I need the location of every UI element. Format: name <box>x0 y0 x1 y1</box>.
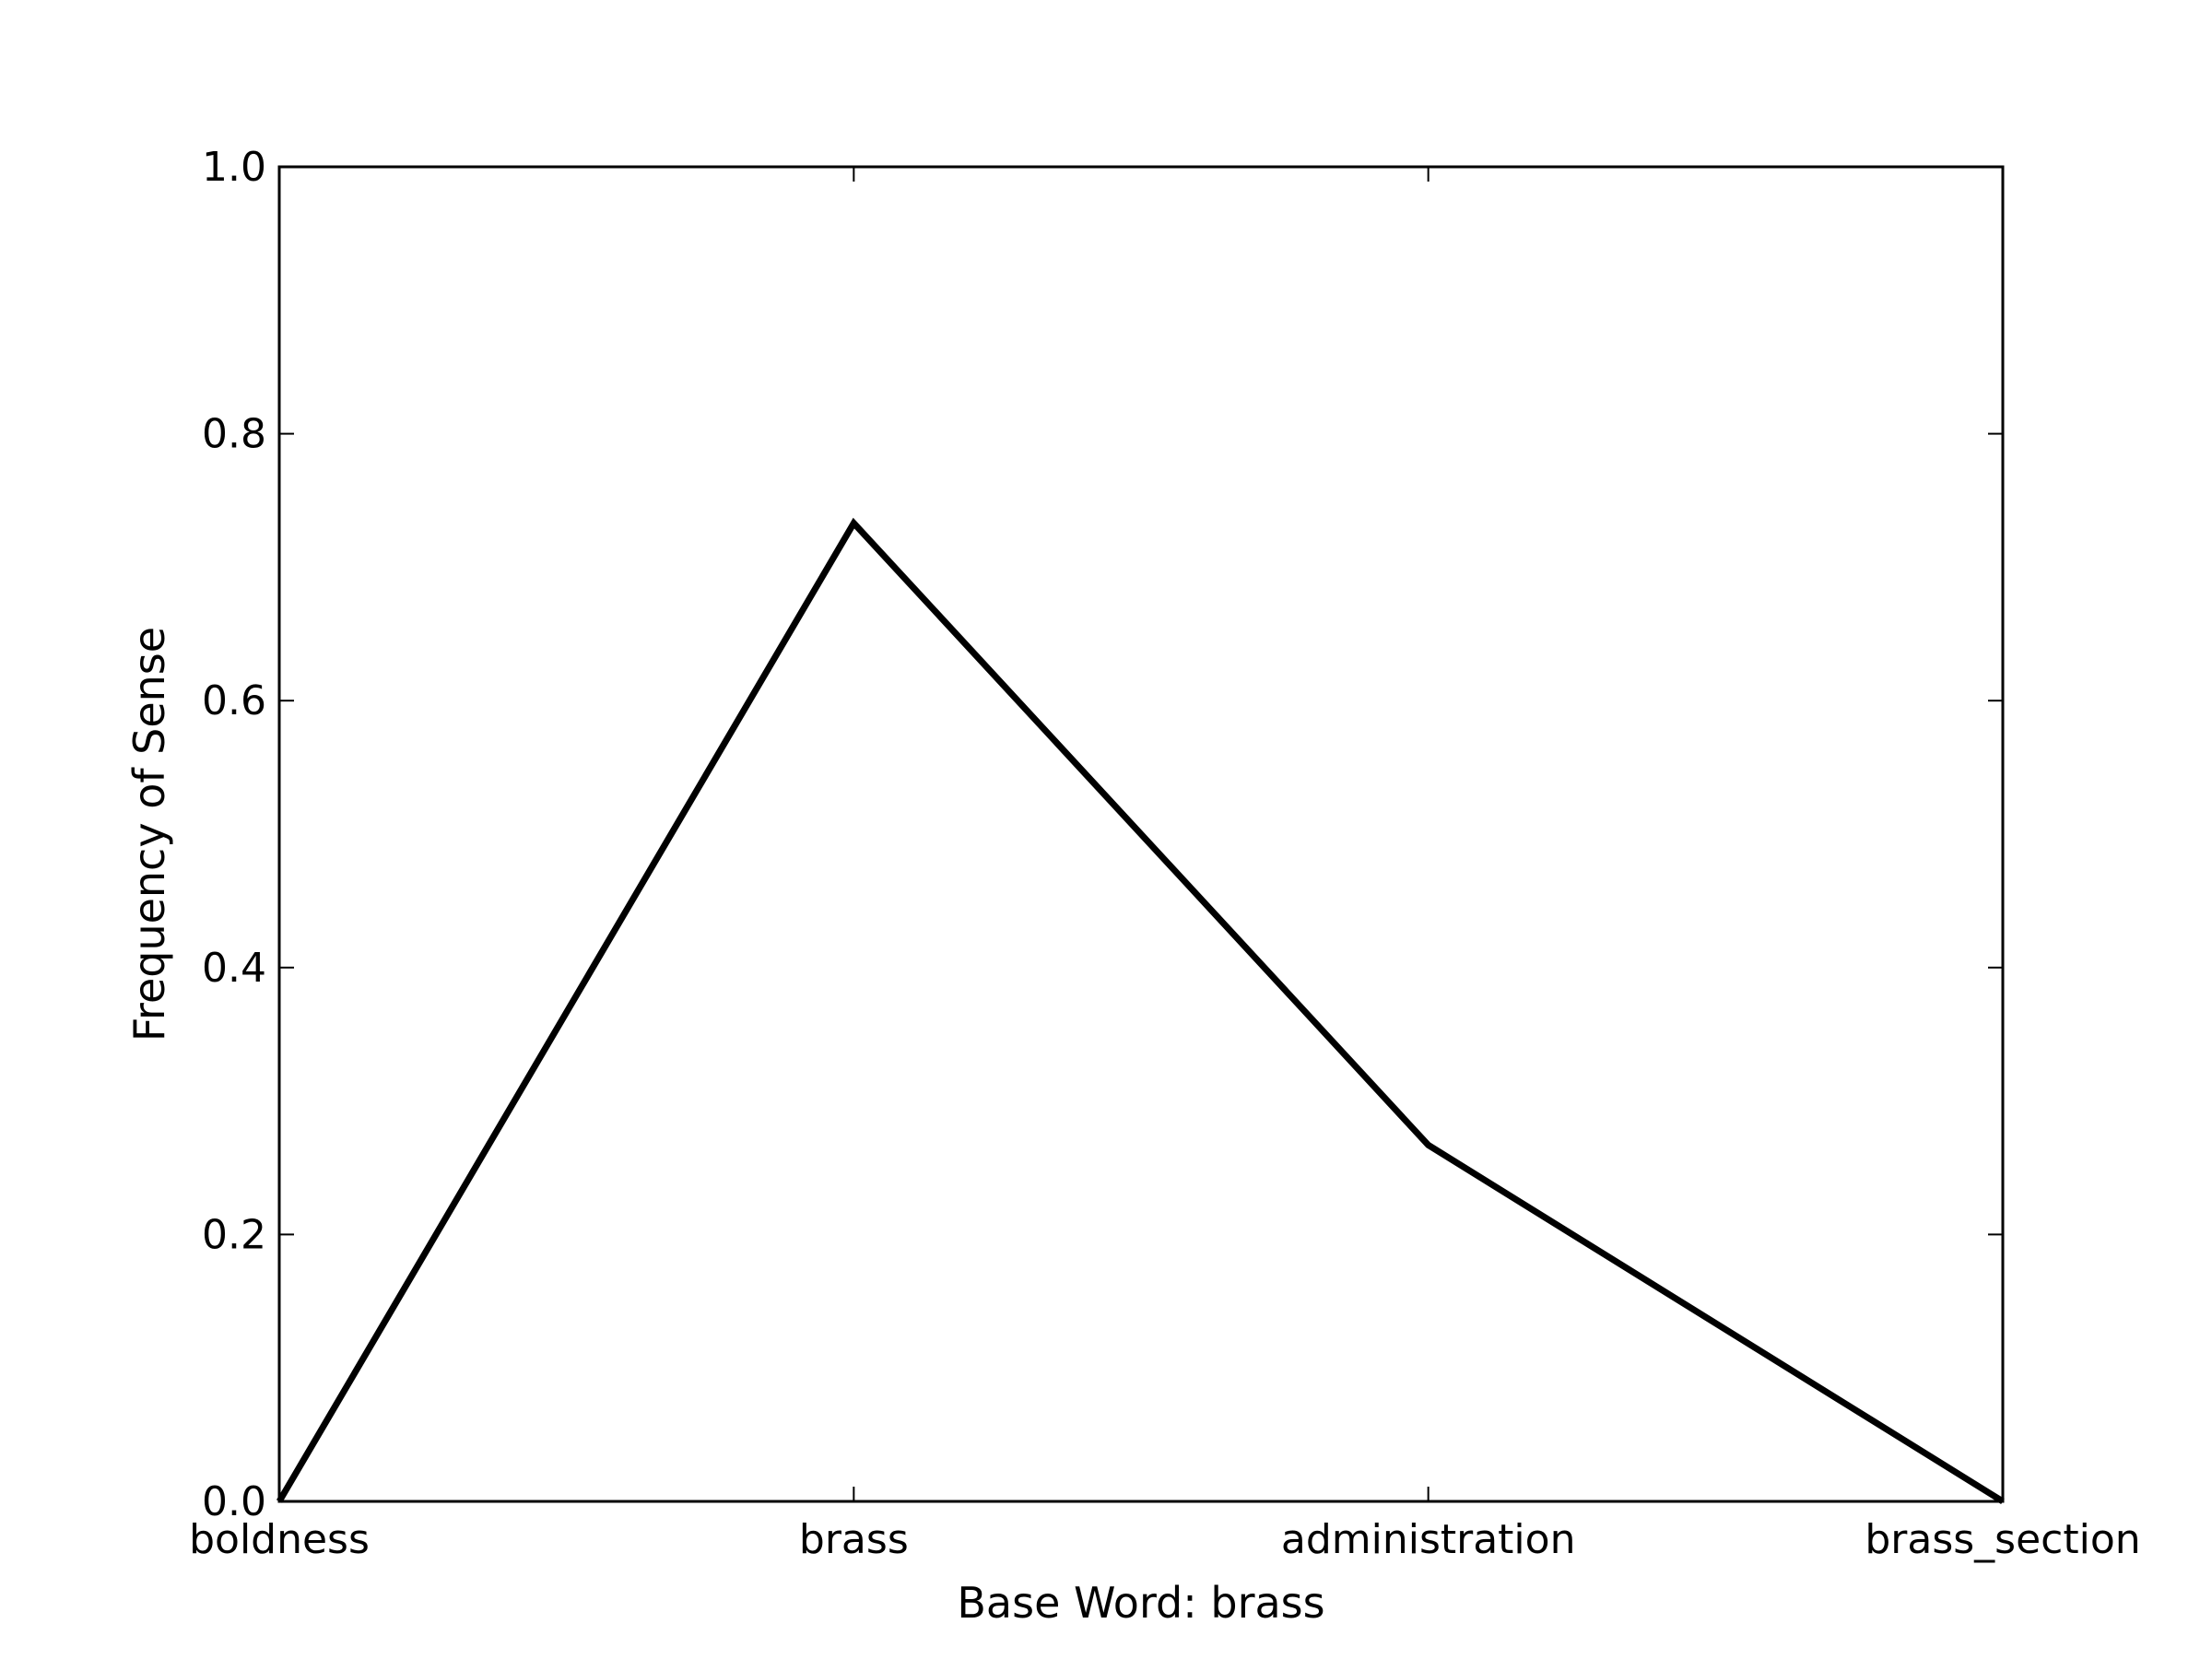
y-tick-label: 0.2 <box>202 1211 266 1258</box>
y-axis-label: Frequency of Sense <box>124 627 174 1041</box>
y-tick-label: 0.6 <box>202 677 266 724</box>
tick-labels: 0.0 0.2 0.4 0.6 0.8 1.0 boldness brass administr… <box>189 144 2141 1563</box>
x-axis-label: Base Word: brass <box>957 1578 1324 1628</box>
y-tick-label: 0.4 <box>202 945 266 992</box>
x-tick-label: boldness <box>189 1516 370 1563</box>
series-line <box>276 517 2005 1504</box>
y-tick-label: 1.0 <box>202 144 266 191</box>
x-tick-label: administration <box>1281 1516 1576 1563</box>
x-tick-label: brass_section <box>1865 1516 2140 1563</box>
axes-frame <box>277 165 2005 1503</box>
x-tick-label: brass <box>799 1516 909 1563</box>
y-tick-label: 0.0 <box>202 1478 266 1525</box>
y-tick-label: 0.8 <box>202 411 266 458</box>
